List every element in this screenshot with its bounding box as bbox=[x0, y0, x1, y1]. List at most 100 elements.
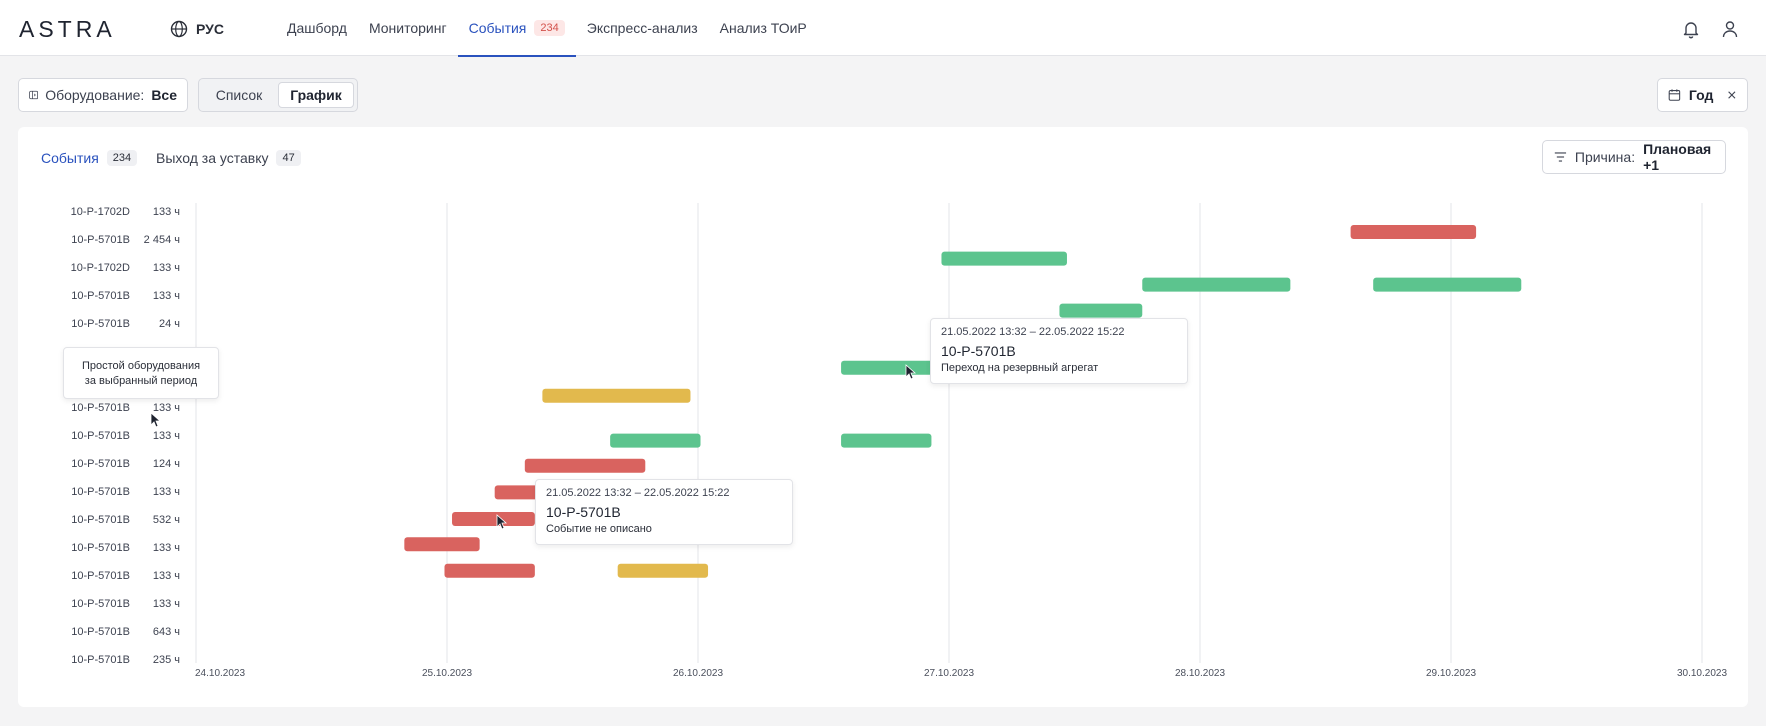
event-bar[interactable] bbox=[1373, 277, 1522, 292]
top-header: ASTRA РУС Дашборд Мониторинг События 234… bbox=[0, 0, 1766, 57]
event-tooltip-equipment: 10-P-5701B bbox=[546, 504, 621, 520]
sidebar-panel-icon bbox=[29, 90, 39, 100]
event-bar[interactable] bbox=[841, 360, 937, 375]
language-label: РУС bbox=[196, 21, 224, 37]
bell-icon[interactable] bbox=[1681, 19, 1701, 39]
x-tick-label: 26.10.2023 bbox=[673, 668, 723, 679]
mouse-cursor-icon bbox=[905, 364, 917, 380]
x-axis-ticks: 24.10.2023 25.10.2023 26.10.2023 27.10.2023… bbox=[195, 668, 1727, 679]
event-bar[interactable] bbox=[444, 563, 535, 578]
row-hours-label: 133 ч bbox=[153, 430, 180, 442]
equipment-filter-label: Оборудование: bbox=[45, 87, 145, 103]
row-hours-label: 133 ч bbox=[153, 542, 180, 554]
row-equipment-label: 10-P-5701B bbox=[71, 514, 130, 526]
nav-toir-analysis[interactable]: Анализ ТОиР bbox=[709, 0, 818, 56]
view-switch: Список График bbox=[198, 78, 358, 112]
row-hours-label: 133 ч bbox=[153, 402, 180, 414]
event-bar[interactable] bbox=[524, 458, 646, 473]
nav-express-analysis[interactable]: Экспресс-анализ bbox=[576, 0, 709, 56]
chart-bars bbox=[404, 225, 1522, 578]
row-hours-label: 133 ч bbox=[153, 570, 180, 582]
event-tooltip-equipment: 10-P-5701B bbox=[941, 343, 1016, 359]
reason-filter-value: Плановая +1 bbox=[1643, 141, 1712, 173]
downtime-tooltip: Простой оборудования за выбранный период bbox=[63, 347, 219, 399]
period-filter[interactable]: Год bbox=[1657, 78, 1748, 112]
row-hours-label: 24 ч bbox=[159, 318, 180, 330]
event-tooltip-time: 21.05.2022 13:32 – 22.05.2022 15:22 bbox=[941, 326, 1125, 338]
nav-dashboard[interactable]: Дашборд bbox=[276, 0, 358, 56]
event-tooltip-time: 21.05.2022 13:32 – 22.05.2022 15:22 bbox=[546, 487, 730, 499]
event-bar[interactable] bbox=[617, 563, 709, 578]
row-equipment-label: 10-P-1702D bbox=[71, 206, 130, 218]
row-equipment-label: 10-P-5701B bbox=[71, 626, 130, 638]
mouse-cursor-icon bbox=[150, 412, 162, 428]
row-equipment-label: 10-P-5701B bbox=[71, 402, 130, 414]
view-list-button[interactable]: Список bbox=[215, 87, 263, 103]
astra-logo[interactable]: ASTRA bbox=[19, 17, 147, 41]
row-hours-label: 643 ч bbox=[153, 626, 180, 638]
event-bar[interactable] bbox=[1142, 277, 1291, 292]
row-equipment-label: 10-P-5701B bbox=[71, 318, 130, 330]
close-icon[interactable] bbox=[1727, 89, 1737, 101]
nav-dashboard-label: Дашборд bbox=[287, 20, 347, 36]
row-hours-label: 133 ч bbox=[153, 598, 180, 610]
event-bar[interactable] bbox=[941, 251, 1067, 266]
nav-events-label: События bbox=[468, 20, 527, 36]
x-tick-label: 27.10.2023 bbox=[924, 668, 974, 679]
main-nav: Дашборд Мониторинг События 234 Экспресс-… bbox=[276, 0, 818, 57]
equipment-filter[interactable]: Оборудование: Все bbox=[18, 78, 188, 112]
period-value: Год bbox=[1688, 87, 1714, 103]
row-hours-label: 235 ч bbox=[153, 654, 180, 666]
svg-text:ASTRA: ASTRA bbox=[19, 17, 116, 41]
x-tick-label: 24.10.2023 bbox=[195, 668, 245, 679]
event-bar[interactable] bbox=[1350, 225, 1477, 239]
tab-events-count: 234 bbox=[106, 150, 138, 166]
row-hours-label: 133 ч bbox=[153, 486, 180, 498]
nav-express-label: Экспресс-анализ bbox=[586, 20, 698, 36]
calendar-icon bbox=[1668, 89, 1681, 101]
row-hours-label: 532 ч bbox=[153, 514, 180, 526]
downtime-tooltip-line1: Простой оборудования bbox=[81, 360, 201, 372]
event-bar[interactable] bbox=[404, 537, 480, 552]
x-tick-label: 25.10.2023 bbox=[422, 668, 472, 679]
event-bar[interactable] bbox=[542, 388, 691, 403]
row-equipment-label: 10-P-5701B bbox=[71, 486, 130, 498]
language-switch[interactable]: РУС bbox=[170, 20, 224, 38]
row-hours-label: 133 ч bbox=[153, 290, 180, 302]
x-tick-label: 29.10.2023 bbox=[1426, 668, 1476, 679]
nav-monitoring[interactable]: Мониторинг bbox=[358, 0, 458, 56]
x-tick-label: 28.10.2023 bbox=[1175, 668, 1225, 679]
event-tooltip-description: Событие не описано bbox=[546, 523, 652, 535]
reason-filter[interactable]: Причина: Плановая +1 bbox=[1542, 140, 1726, 174]
row-equipment-label: 10-P-5701B bbox=[71, 542, 130, 554]
tab-setpoint-exceed[interactable]: Выход за уставку 47 bbox=[156, 150, 301, 166]
nav-events[interactable]: События 234 bbox=[457, 0, 576, 57]
event-tooltip-reserve: 21.05.2022 13:32 – 22.05.2022 15:22 10-P… bbox=[930, 318, 1188, 384]
event-bar[interactable] bbox=[452, 512, 535, 526]
nav-monitoring-label: Мониторинг bbox=[368, 20, 447, 36]
event-tooltip-description: Переход на резервный агрегат bbox=[941, 362, 1099, 374]
events-panel bbox=[18, 127, 1748, 707]
row-equipment-label: 10-P-5701B bbox=[71, 570, 130, 582]
event-tooltip-undescribed: 21.05.2022 13:32 – 22.05.2022 15:22 10-P… bbox=[535, 479, 793, 545]
reason-filter-label: Причина: bbox=[1574, 149, 1636, 165]
chart-grid bbox=[195, 203, 1703, 663]
row-equipment-label: 10-P-5701B bbox=[71, 234, 130, 246]
event-bar[interactable] bbox=[841, 433, 932, 448]
equipment-filter-value: Все bbox=[151, 87, 177, 103]
nav-toir-label: Анализ ТОиР bbox=[719, 20, 807, 36]
user-icon[interactable] bbox=[1720, 19, 1740, 39]
event-bar[interactable] bbox=[610, 433, 701, 448]
row-equipment-label: 10-P-5701B bbox=[71, 654, 130, 666]
events-count-badge: 234 bbox=[534, 20, 565, 36]
row-hours-label: 2 454 ч bbox=[144, 234, 180, 246]
filter-icon bbox=[1554, 152, 1567, 162]
row-labels: 10-P-1702D 133 ч 10-P-5701B 2 454 ч 10-P-170… bbox=[71, 206, 180, 666]
view-chart-button[interactable]: График bbox=[278, 82, 354, 108]
tab-events-label: События bbox=[41, 150, 99, 166]
row-hours-label: 133 ч bbox=[153, 206, 180, 218]
tab-setpoint-label: Выход за уставку bbox=[156, 150, 269, 166]
tab-events[interactable]: События 234 bbox=[41, 150, 138, 166]
event-bar[interactable] bbox=[1059, 303, 1143, 318]
